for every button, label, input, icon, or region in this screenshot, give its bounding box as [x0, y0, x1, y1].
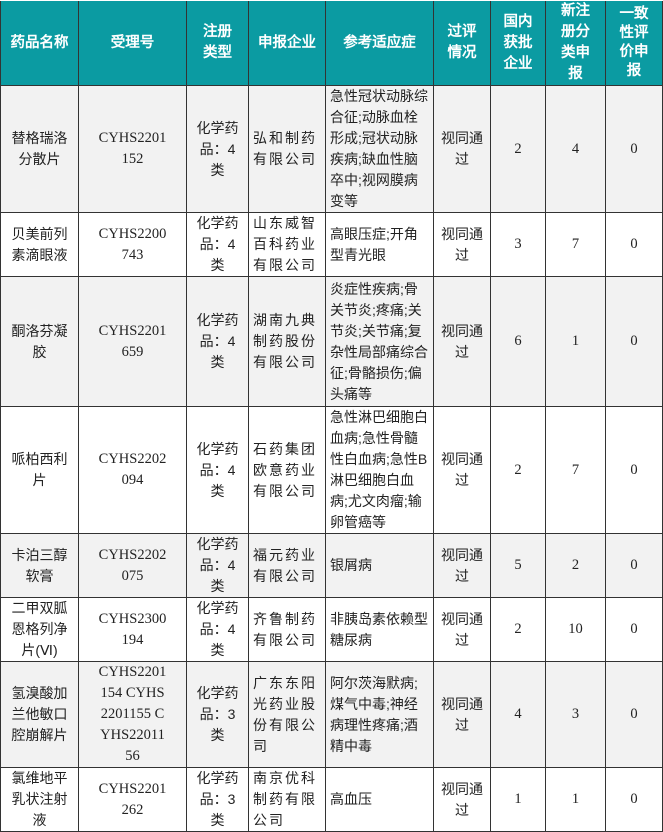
indication: 阿尔茨海默病;煤气中毒;神经病理性疼痛;酒精中毒: [325, 661, 434, 768]
consistency-count: 0: [605, 276, 663, 407]
domestic-approved-count: 3: [490, 212, 546, 277]
company: 南京优科制药有限公司: [248, 767, 326, 832]
table-row: 二甲双胍恩格列净片(Ⅵ) CYHS2300194 化学药品：4类 齐鲁制药有限公…: [0, 597, 663, 662]
indication: 急性冠状动脉综合征;动脉血栓形成;冠状动脉疾病;缺血性脑卒中;视网膜病变等: [325, 85, 434, 213]
domestic-approved-count: 2: [490, 597, 546, 662]
review-status: 视同通过: [433, 276, 491, 407]
domestic-approved-count: 1: [490, 767, 546, 832]
indication: 非胰岛素依赖型糖尿病: [325, 597, 434, 662]
acceptance-no: CYHS2202094: [78, 406, 187, 534]
drug-name: 二甲双胍恩格列净片(Ⅵ): [0, 597, 79, 662]
drug-name: 贝美前列素滴眼液: [0, 212, 79, 277]
consistency-count: 0: [605, 533, 663, 598]
reg-type: 化学药品：4类: [186, 597, 249, 662]
reg-type: 化学药品：4类: [186, 85, 249, 213]
company: 山东威智百科药业有限公司: [248, 212, 326, 277]
new-registration-count: 10: [545, 597, 606, 662]
domestic-approved-count: 4: [490, 661, 546, 768]
new-registration-count: 2: [545, 533, 606, 598]
new-registration-count: 1: [545, 276, 606, 407]
header-new-registration: 新注册分类申报: [545, 1, 606, 86]
review-status: 视同通过: [433, 767, 491, 832]
header-indication: 参考适应症: [325, 1, 434, 86]
reg-type: 化学药品：4类: [186, 276, 249, 407]
company: 广东东阳光药业股份有限公司: [248, 661, 326, 768]
header-consistency: 一致性评价申报: [605, 1, 663, 86]
company: 福元药业有限公司: [248, 533, 326, 598]
table-header: 药品名称 受理号 注册类型 申报企业 参考适应症 过评情况 国内获批企业 新注册…: [0, 1, 663, 86]
domestic-approved-count: 2: [490, 406, 546, 534]
review-status: 视同通过: [433, 661, 491, 768]
company: 齐鲁制药有限公司: [248, 597, 326, 662]
table-row: 贝美前列素滴眼液 CYHS2200743 化学药品：4类 山东威智百科药业有限公…: [0, 212, 663, 277]
consistency-count: 0: [605, 406, 663, 534]
indication: 高眼压症;开角型青光眼: [325, 212, 434, 277]
header-acceptance-no: 受理号: [78, 1, 187, 86]
consistency-count: 0: [605, 661, 663, 768]
table-row: 哌柏西利片 CYHS2202094 化学药品：4类 石药集团欧意药业有限公司 急…: [0, 406, 663, 534]
consistency-count: 0: [605, 767, 663, 832]
consistency-count: 0: [605, 85, 663, 213]
table-row: 氢溴酸加兰他敏口腔崩解片 CYHS2201154 CYHS2201155 CYH…: [0, 661, 663, 768]
review-status: 视同通过: [433, 85, 491, 213]
acceptance-no: CYHS2201152: [78, 85, 187, 213]
company: 湖南九典制药股份有限公司: [248, 276, 326, 407]
indication: 急性淋巴细胞白血病;急性骨髓性白血病;急性B淋巴细胞白血病;尤文肉瘤;输卵管癌等: [325, 406, 434, 534]
drug-name: 氯维地平乳状注射液: [0, 767, 79, 832]
table-row: 替格瑞洛分散片 CYHS2201152 化学药品：4类 弘和制药有限公司 急性冠…: [0, 85, 663, 213]
acceptance-no: CYHS2202075: [78, 533, 187, 598]
indication: 炎症性疾病;骨关节炎;疼痛;关节炎;关节痛;复杂性局部痛综合征;骨骼损伤;偏头痛…: [325, 276, 434, 407]
review-status: 视同通过: [433, 533, 491, 598]
acceptance-no: CYHS2300194: [78, 597, 187, 662]
review-status: 视同通过: [433, 212, 491, 277]
new-registration-count: 4: [545, 85, 606, 213]
drug-name: 哌柏西利片: [0, 406, 79, 534]
consistency-count: 0: [605, 212, 663, 277]
acceptance-no: CYHS2200743: [78, 212, 187, 277]
drug-name: 替格瑞洛分散片: [0, 85, 79, 213]
reg-type: 化学药品：3类: [186, 661, 249, 768]
acceptance-no: CYHS2201659: [78, 276, 187, 407]
table-row: 氯维地平乳状注射液 CYHS2201262 化学药品：3类 南京优科制药有限公司…: [0, 767, 663, 832]
reg-type: 化学药品：4类: [186, 406, 249, 534]
review-status: 视同通过: [433, 406, 491, 534]
review-status: 视同通过: [433, 597, 491, 662]
domestic-approved-count: 6: [490, 276, 546, 407]
header-company: 申报企业: [248, 1, 326, 86]
reg-type: 化学药品：4类: [186, 212, 249, 277]
acceptance-no: CYHS2201154 CYHS2201155 CYHS2201156: [78, 661, 187, 768]
company: 弘和制药有限公司: [248, 85, 326, 213]
new-registration-count: 7: [545, 212, 606, 277]
acceptance-no: CYHS2201262: [78, 767, 187, 832]
header-reg-type: 注册类型: [186, 1, 249, 86]
new-registration-count: 7: [545, 406, 606, 534]
reg-type: 化学药品：3类: [186, 767, 249, 832]
reg-type: 化学药品：4类: [186, 533, 249, 598]
domestic-approved-count: 2: [490, 85, 546, 213]
company: 石药集团欧意药业有限公司: [248, 406, 326, 534]
header-status: 过评情况: [433, 1, 491, 86]
domestic-approved-count: 5: [490, 533, 546, 598]
indication: 高血压: [325, 767, 434, 832]
indication: 银屑病: [325, 533, 434, 598]
table-row: 酮洛芬凝胶 CYHS2201659 化学药品：4类 湖南九典制药股份有限公司 炎…: [0, 276, 663, 407]
table-row: 卡泊三醇软膏 CYHS2202075 化学药品：4类 福元药业有限公司 银屑病 …: [0, 533, 663, 598]
drug-name: 酮洛芬凝胶: [0, 276, 79, 407]
header-drug-name: 药品名称: [0, 1, 79, 86]
new-registration-count: 3: [545, 661, 606, 768]
drug-name: 卡泊三醇软膏: [0, 533, 79, 598]
drug-name: 氢溴酸加兰他敏口腔崩解片: [0, 661, 79, 768]
new-registration-count: 1: [545, 767, 606, 832]
consistency-count: 0: [605, 597, 663, 662]
header-domestic-approved: 国内获批企业: [490, 1, 546, 86]
